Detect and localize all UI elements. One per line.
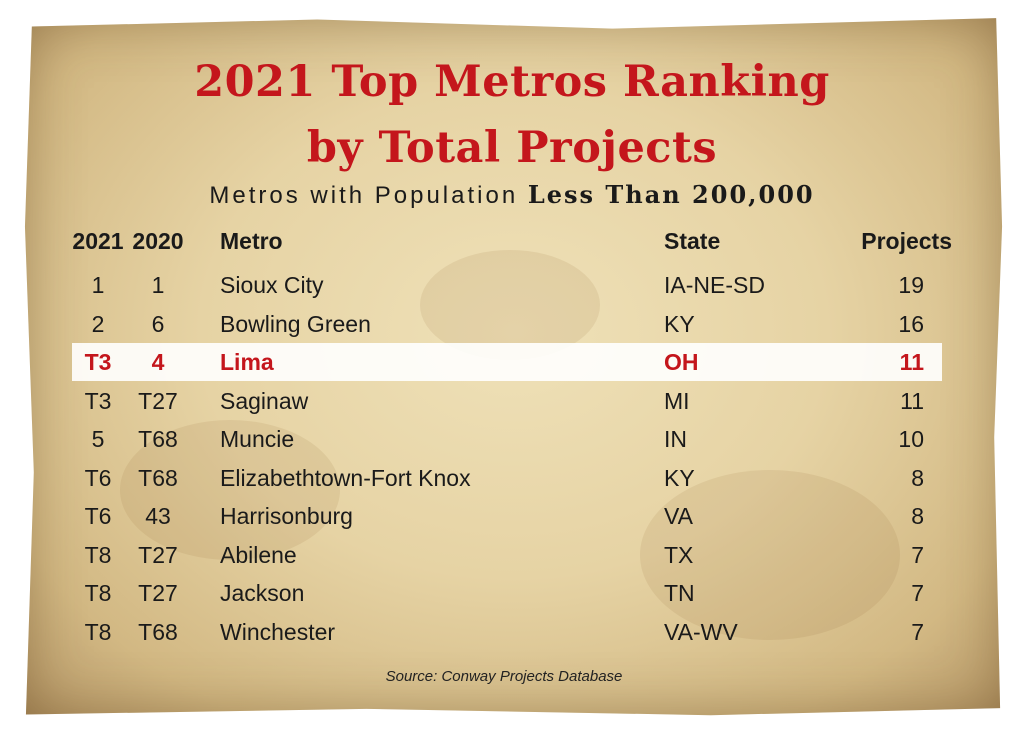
metro-cell: Abilene: [220, 541, 297, 568]
metro-cell: Saginaw: [220, 387, 309, 414]
projects-cell: 7: [911, 541, 924, 568]
rank-2020-cell: T68: [138, 426, 178, 452]
rank-2020-cell: 43: [145, 503, 171, 529]
column-header-2021: 2021: [72, 228, 124, 254]
projects-cell: 8: [911, 464, 924, 491]
state-cell: TX: [664, 541, 694, 568]
rank-2020-cell: 6: [151, 310, 165, 337]
projects-cell: 8: [911, 503, 924, 529]
chart-title-line-2: by Total Projects: [306, 123, 718, 173]
rank-2021-cell: 5: [91, 426, 105, 452]
state-cell: OH: [664, 349, 699, 375]
column-header-metro: Metro: [220, 228, 283, 254]
rank-2020-cell: 1: [151, 272, 165, 298]
chart-title-line-1: 2021 Top Metros Ranking: [194, 57, 830, 107]
table-row: T6 T68 Elizabethtown-Fort Knox KY 8: [72, 459, 942, 497]
metro-cell: Harrisonburg: [220, 503, 353, 529]
rank-2020-cell: T27: [138, 541, 178, 568]
projects-cell: 11: [899, 349, 924, 375]
subtitle-prefix: Metros with Population: [209, 182, 519, 209]
paper-stain: [120, 420, 340, 560]
projects-cell: 7: [911, 580, 924, 606]
rank-2020-cell: T27: [138, 580, 178, 606]
paper-stain: [420, 250, 600, 360]
metro-cell: Winchester: [220, 618, 336, 645]
rank-2020-cell: T68: [138, 618, 178, 645]
table-row: T8 T68 Winchester VA-WV 7: [72, 613, 942, 651]
state-cell: KY: [664, 310, 695, 337]
state-cell: IN: [664, 426, 687, 452]
table-row: 2 6 Bowling Green KY 16: [72, 305, 942, 343]
subtitle-emphasis: Less Than 200,000: [527, 180, 815, 209]
metro-cell: Muncie: [220, 426, 295, 452]
column-header-projects: Projects: [861, 228, 952, 254]
rank-2021-cell: 2: [91, 310, 105, 337]
rank-2021-cell: T8: [84, 618, 112, 645]
source-note: Source: Conway Projects Database: [385, 668, 623, 685]
metro-cell: Sioux City: [220, 272, 324, 298]
column-header-2020: 2020: [132, 228, 184, 254]
state-cell: KY: [664, 464, 695, 491]
rank-2021-cell: T6: [84, 503, 112, 529]
column-header-state: State: [664, 228, 721, 254]
projects-cell: 16: [898, 310, 924, 337]
projects-cell: 7: [911, 618, 924, 645]
table-row: 1 1 Sioux City IA-NE-SD 19: [72, 266, 942, 304]
metro-cell: Bowling Green: [220, 310, 371, 337]
projects-cell: 11: [900, 387, 924, 414]
table-row: T8 T27 Jackson TN 7: [72, 574, 942, 612]
table-row-highlighted: T3 4 Lima OH 11: [72, 343, 942, 381]
chart-subtitle: Metros with Population Less Than 200,000: [0, 180, 1024, 210]
table-row: T6 43 Harrisonburg VA 8: [72, 497, 942, 535]
rank-2021-cell: T6: [84, 464, 112, 491]
rank-2020-cell: T68: [138, 464, 178, 491]
state-cell: TN: [664, 580, 695, 606]
table-row: 5 T68 Muncie IN 10: [72, 420, 942, 458]
rank-2021-cell: T8: [84, 541, 112, 568]
rank-2021-cell: T3: [84, 387, 112, 414]
rank-2020-cell: T27: [138, 387, 178, 414]
rank-2020-cell: 4: [151, 349, 165, 375]
rank-2021-cell: T8: [84, 580, 112, 606]
rank-2021-cell: 1: [91, 272, 105, 298]
metro-cell: Elizabethtown-Fort Knox: [220, 464, 471, 491]
state-cell: MI: [664, 387, 690, 414]
state-cell: IA-NE-SD: [664, 272, 765, 298]
rank-2021-cell: T3: [84, 349, 112, 375]
metro-cell: Lima: [220, 349, 274, 375]
projects-cell: 10: [898, 426, 924, 452]
table-row: T8 T27 Abilene TX 7: [72, 536, 942, 574]
metro-cell: Jackson: [220, 580, 305, 606]
paper-stain: [640, 470, 900, 640]
projects-cell: 19: [898, 272, 924, 298]
state-cell: VA-WV: [664, 618, 738, 645]
table-header: 2021 2020 Metro State Projects: [72, 222, 952, 260]
table-row: T3 T27 Saginaw MI 11: [72, 382, 942, 420]
state-cell: VA: [664, 503, 693, 529]
